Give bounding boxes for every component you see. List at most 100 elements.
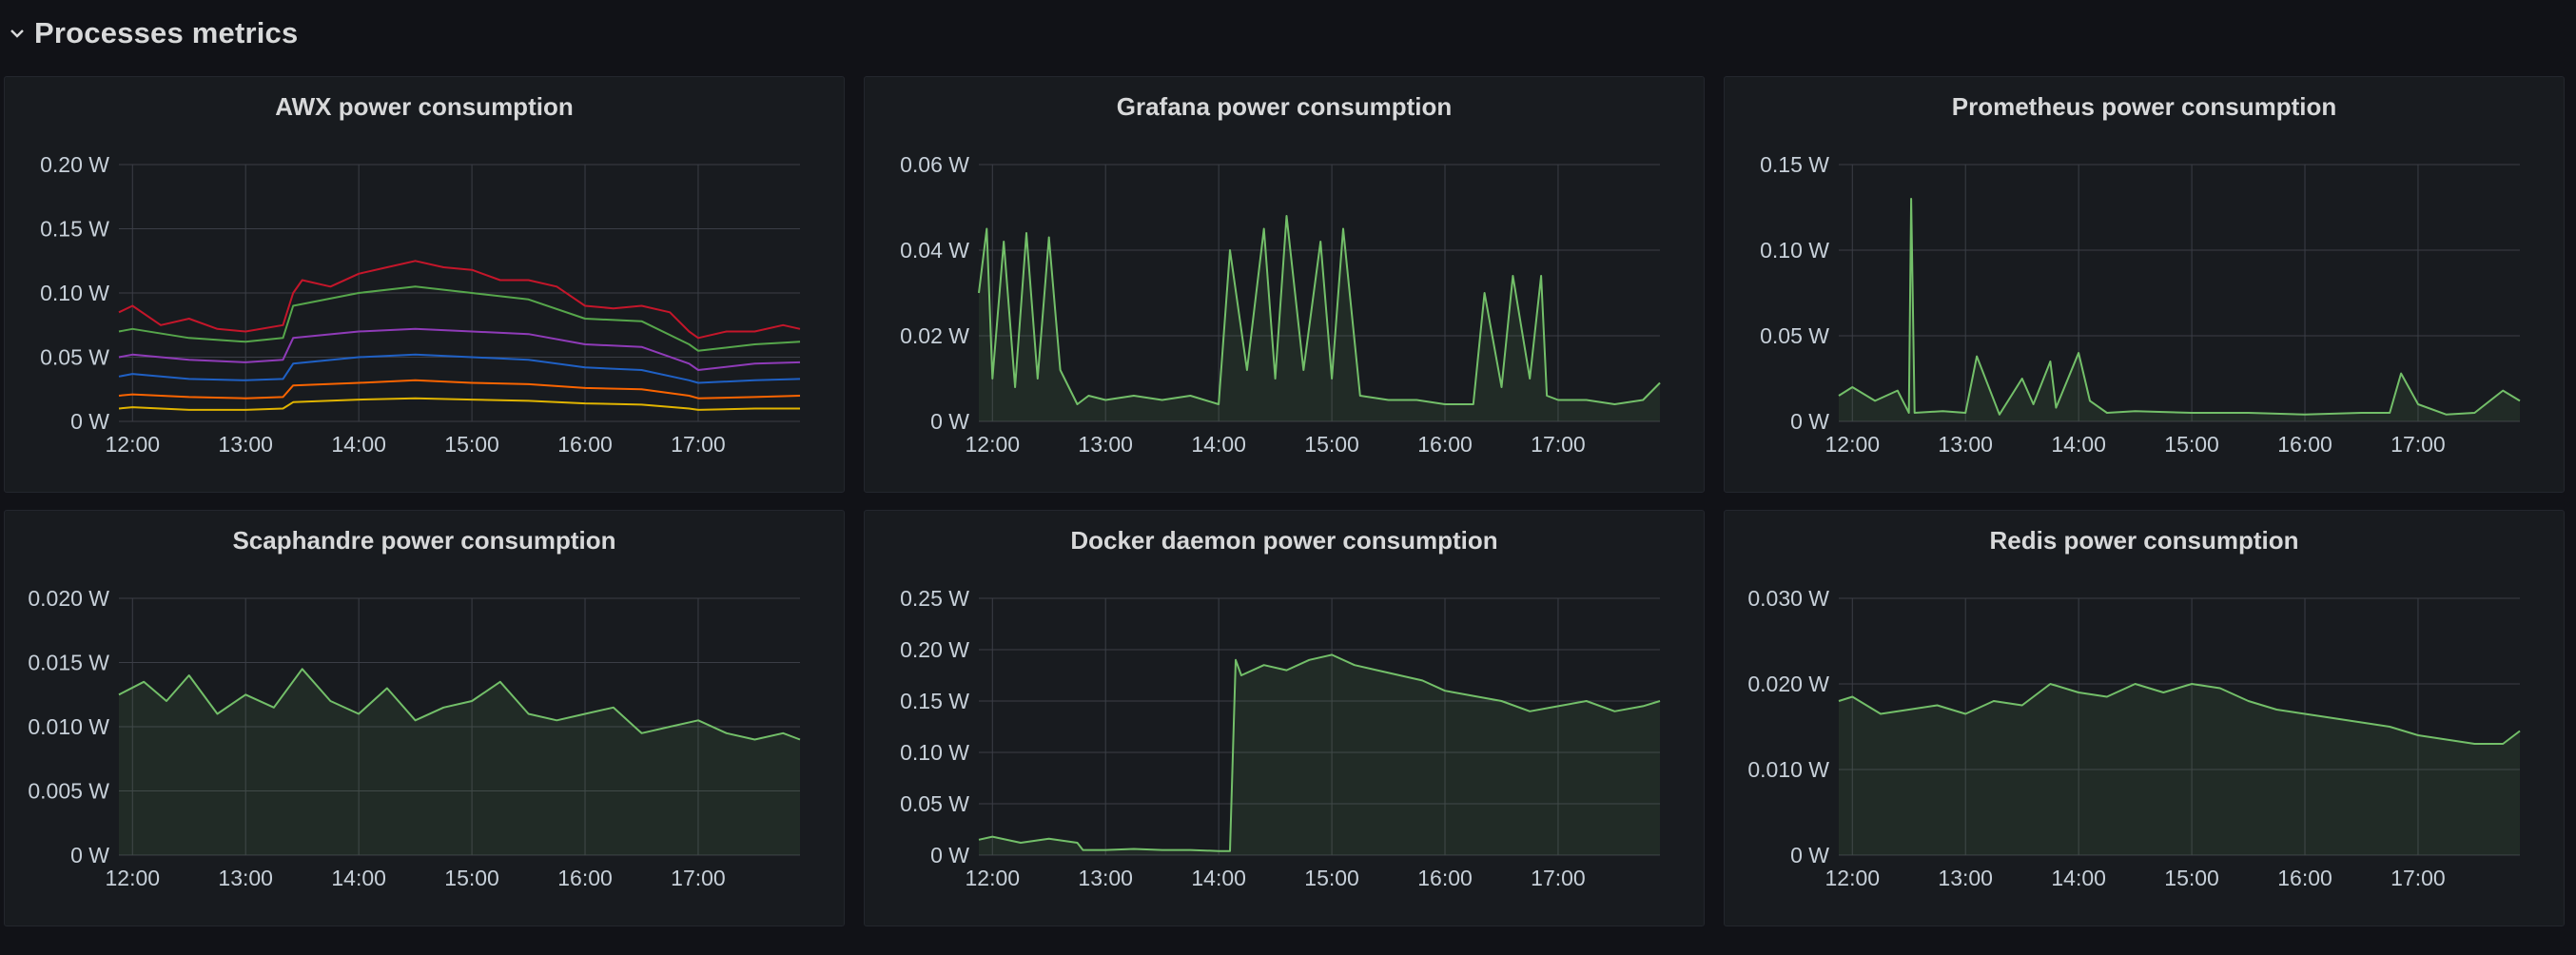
x-tick-label: 13:00 (1938, 432, 1993, 457)
x-tick-label: 16:00 (1417, 866, 1473, 890)
y-tick-label: 0 W (930, 843, 969, 867)
x-tick-label: 12:00 (105, 866, 160, 890)
panel-docker[interactable]: Docker daemon power consumption 0 W 0.05 … (864, 510, 1705, 926)
x-tick-label: 14:00 (2051, 866, 2106, 890)
y-tick-label: 0 W (930, 409, 969, 434)
y-tick-label: 0.05 W (40, 345, 109, 370)
panel-awx[interactable]: AWX power consumption 0 W 0.05 W 0.10 W 0.1… (4, 76, 845, 493)
panel-title: AWX power consumption (275, 92, 574, 121)
y-tick-label: 0.25 W (900, 586, 969, 611)
y-tick-label: 0.005 W (28, 779, 109, 804)
x-tick-label: 13:00 (218, 432, 273, 457)
x-tick-label: 12:00 (105, 432, 160, 457)
series-line-0 (118, 260, 801, 340)
x-tick-label: 13:00 (1078, 866, 1133, 890)
y-tick-label: 0.20 W (900, 637, 969, 662)
x-tick-label: 14:00 (2051, 432, 2106, 457)
y-tick-label: 0.010 W (1747, 757, 1829, 782)
y-tick-label: 0.02 W (900, 323, 969, 348)
x-tick-label: 16:00 (2277, 866, 2332, 890)
x-tick-label: 12:00 (965, 432, 1020, 457)
chart-docker: 0 W 0.05 W 0.10 W 0.15 W 0.20 W 0.25 W 12:00 13… (900, 586, 1661, 890)
y-tick-label: 0.06 W (900, 152, 969, 177)
series-line-3 (118, 353, 801, 384)
x-tick-label: 17:00 (2391, 866, 2446, 890)
chart-scaphandre: 0 W 0.005 W 0.010 W 0.015 W 0.020 W 12:00 13:0… (28, 586, 801, 890)
y-tick-label: 0.20 W (40, 152, 109, 177)
x-tick-label: 12:00 (1825, 866, 1880, 890)
x-tick-label: 13:00 (1078, 432, 1133, 457)
x-tick-label: 15:00 (2164, 432, 2219, 457)
x-tick-label: 16:00 (2277, 432, 2332, 457)
y-tick-label: 0.04 W (900, 238, 969, 263)
chart-grafana: 0 W 0.02 W 0.04 W 0.06 W 12:00 13:00 14:00 15:0… (900, 152, 1661, 457)
panel-title: Docker daemon power consumption (1070, 526, 1498, 555)
y-tick-label: 0.05 W (900, 791, 969, 816)
x-tick-label: 15:00 (1304, 866, 1359, 890)
series-line-0 (118, 668, 801, 741)
series-line-0 (978, 653, 1661, 852)
panel-redis[interactable]: Redis power consumption 0 W 0.010 W 0.020 … (1724, 510, 2565, 926)
x-tick-label: 17:00 (1531, 432, 1586, 457)
y-tick-label: 0.020 W (28, 586, 109, 611)
series-line-4 (118, 379, 801, 400)
y-tick-label: 0.010 W (28, 714, 109, 739)
x-tick-label: 16:00 (557, 432, 613, 457)
panel-title: Grafana power consumption (1116, 92, 1453, 121)
y-tick-label: 0 W (70, 843, 109, 867)
y-tick-label: 0.05 W (1760, 323, 1829, 348)
x-tick-label: 12:00 (965, 866, 1020, 890)
y-tick-label: 0.15 W (1760, 152, 1829, 177)
chart-prometheus: 0 W 0.05 W 0.10 W 0.15 W 12:00 13:00 14:00 15:0… (1760, 152, 2521, 457)
x-tick-label: 14:00 (1191, 432, 1246, 457)
x-tick-label: 14:00 (331, 432, 386, 457)
x-tick-label: 15:00 (444, 866, 499, 890)
x-tick-label: 12:00 (1825, 432, 1880, 457)
series-line-2 (118, 327, 801, 371)
row-title: Processes metrics (34, 16, 299, 49)
y-tick-label: 0.15 W (40, 217, 109, 242)
y-tick-label: 0.030 W (1747, 586, 1829, 611)
x-tick-label: 13:00 (1938, 866, 1993, 890)
y-tick-label: 0 W (1790, 843, 1829, 867)
panel-title: Prometheus power consumption (1951, 92, 2337, 121)
x-tick-label: 17:00 (671, 866, 726, 890)
x-tick-label: 17:00 (1531, 866, 1586, 890)
y-tick-label: 0.015 W (28, 651, 109, 675)
series-line-0 (1838, 683, 2521, 745)
x-tick-label: 17:00 (671, 432, 726, 457)
panel-prometheus[interactable]: Prometheus power consumption 0 W 0.05 W 0.… (1724, 76, 2565, 493)
x-tick-label: 15:00 (444, 432, 499, 457)
row-header-processes-metrics[interactable]: Processes metrics (10, 10, 298, 57)
y-tick-label: 0.10 W (40, 281, 109, 305)
series-line-0 (1838, 198, 2521, 416)
series-area (119, 669, 800, 855)
x-tick-label: 16:00 (1417, 432, 1473, 457)
x-tick-label: 14:00 (1191, 866, 1246, 890)
y-tick-label: 0.020 W (1747, 672, 1829, 696)
chart-awx: 0 W 0.05 W 0.10 W 0.15 W 0.20 W 12:00 13:00 14:… (40, 152, 801, 457)
series-area (1839, 684, 2520, 855)
x-tick-label: 16:00 (557, 866, 613, 890)
series-line-5 (118, 397, 800, 411)
series-area (979, 216, 1660, 421)
x-tick-label: 14:00 (331, 866, 386, 890)
y-tick-label: 0 W (70, 409, 109, 434)
chart-redis: 0 W 0.010 W 0.020 W 0.030 W 12:00 13:00 14:00 1… (1747, 586, 2521, 890)
y-tick-label: 0.10 W (900, 740, 969, 765)
chevron-down-icon (10, 28, 25, 39)
panel-title: Redis power consumption (1989, 526, 2299, 555)
y-tick-label: 0.15 W (900, 689, 969, 713)
y-tick-label: 0 W (1790, 409, 1829, 434)
series-line-0 (978, 215, 1661, 405)
panel-title: Scaphandre power consumption (232, 526, 616, 555)
x-tick-label: 13:00 (218, 866, 273, 890)
y-tick-label: 0.10 W (1760, 238, 1829, 263)
x-tick-label: 15:00 (2164, 866, 2219, 890)
series-area (979, 654, 1660, 855)
x-tick-label: 17:00 (2391, 432, 2446, 457)
series-line-1 (118, 285, 801, 352)
panel-grafana[interactable]: Grafana power consumption 0 W 0.02 W 0.04 … (864, 76, 1705, 493)
x-tick-label: 15:00 (1304, 432, 1359, 457)
